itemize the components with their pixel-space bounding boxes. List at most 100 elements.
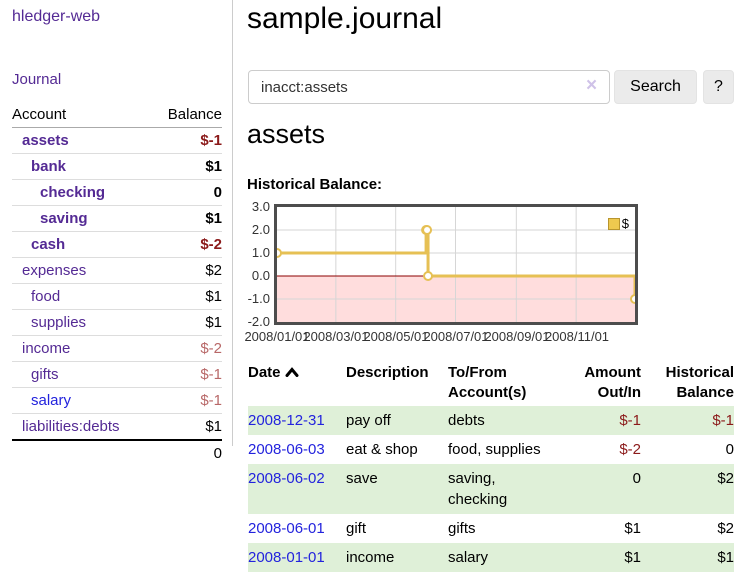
register-row: 2008-06-02 save saving, checking 0 $2: [248, 464, 734, 514]
account-row: bank $1: [12, 153, 222, 180]
y-axis-tick: 2.0: [251, 222, 270, 237]
register-header-description: Description: [346, 364, 429, 381]
chart-canvas: [277, 207, 635, 322]
register-header-row: Date Description To/From Account(s) Amou…: [248, 360, 734, 406]
account-balance: $-2: [151, 231, 222, 258]
account-balance: $1: [151, 283, 222, 310]
transaction-accounts: saving, checking: [448, 464, 551, 514]
sort-ascending-icon: [285, 363, 299, 383]
transaction-date-link[interactable]: 2008-06-01: [248, 520, 325, 537]
account-row: saving $1: [12, 205, 222, 232]
account-row: supplies $1: [12, 309, 222, 336]
account-link-liabilities-debts[interactable]: liabilities:debts: [22, 418, 120, 435]
y-axis-tick: -2.0: [247, 314, 270, 329]
account-link-checking[interactable]: checking: [40, 184, 106, 201]
brand-link[interactable]: hledger-web: [12, 8, 101, 25]
register-header-accounts: To/From Account(s): [448, 364, 527, 401]
account-balance: $1: [151, 205, 222, 232]
account-row: income $-2: [12, 335, 222, 362]
register-row: 2008-06-03 eat & shop food, supplies $-2…: [248, 435, 734, 464]
register-row: 2008-01-01 income salary $1 $1: [248, 543, 734, 572]
x-axis-tick: 2008/05/01: [363, 329, 429, 344]
account-balance: $-1: [151, 127, 222, 154]
account-heading: assets: [247, 119, 326, 149]
account-link-food[interactable]: food: [31, 288, 61, 305]
legend-label: $: [621, 216, 629, 231]
account-row: expenses $2: [12, 257, 222, 284]
clear-search-icon[interactable]: ×: [586, 75, 598, 96]
search-button[interactable]: Search: [614, 70, 697, 104]
sidebar: hledger-web Journal Account Balance asse…: [0, 0, 233, 466]
account-link-assets[interactable]: assets: [22, 132, 69, 149]
account-balance: $-1: [151, 387, 222, 414]
transaction-balance: $-1: [641, 406, 734, 435]
page-title: sample.journal: [247, 2, 443, 35]
account-link-income[interactable]: income: [22, 340, 71, 357]
x-axis-tick: 2008/09/01: [484, 329, 550, 344]
account-link-gifts[interactable]: gifts: [31, 366, 59, 383]
chart-title: Historical Balance:: [247, 176, 383, 193]
register-row: 2008-06-01 gift gifts $1 $2: [248, 514, 734, 543]
account-balance: 0: [151, 179, 222, 206]
x-axis-tick: 2008/01/01: [244, 329, 310, 344]
accounts-table-header: Account Balance: [12, 102, 222, 128]
account-link-saving[interactable]: saving: [40, 210, 88, 227]
transaction-description: gift: [346, 520, 367, 537]
x-axis-tick: 2008/07/01: [423, 329, 489, 344]
accounts-table: Account Balance assets $-1 bank $1 check…: [12, 102, 222, 466]
accounts-header-account: Account: [12, 102, 152, 128]
account-link-supplies[interactable]: supplies: [31, 314, 87, 331]
account-link-expenses[interactable]: expenses: [22, 262, 87, 279]
transaction-date-link[interactable]: 2008-06-02: [248, 470, 325, 487]
x-axis-tick: 2008/03/01: [303, 329, 369, 344]
chart-legend: $: [607, 216, 629, 231]
transaction-date-link[interactable]: 2008-01-01: [248, 549, 325, 566]
transaction-accounts: food, supplies: [448, 441, 541, 458]
transaction-accounts: salary: [448, 543, 551, 572]
y-axis-tick: 0.0: [251, 268, 270, 283]
transaction-description: eat & shop: [346, 441, 418, 458]
register-table: Date Description To/From Account(s) Amou…: [248, 360, 734, 572]
y-axis-tick: 1.0: [251, 245, 270, 260]
transaction-date-link[interactable]: 2008-12-31: [248, 412, 325, 429]
register-row: 2008-12-31 pay off debts $-1 $-1: [248, 406, 734, 435]
account-balance: $-1: [151, 361, 222, 388]
help-button[interactable]: ?: [703, 70, 734, 104]
transaction-amount: $1: [551, 543, 641, 572]
transaction-accounts: debts: [448, 406, 551, 435]
accounts-total-value: 0: [151, 439, 222, 466]
account-row: liabilities:debts $1: [12, 413, 222, 440]
register-header-balance: Historical Balance: [665, 364, 734, 401]
account-balance: $2: [151, 257, 222, 284]
accounts-header-balance: Balance: [151, 102, 222, 128]
account-balance: $1: [151, 309, 222, 336]
transaction-description: save: [346, 464, 448, 514]
register-header-amount: Amount Out/In: [584, 364, 641, 401]
transaction-balance: 0: [725, 441, 734, 458]
transaction-description: pay off: [346, 406, 448, 435]
accounts-total-row: 0: [12, 439, 222, 466]
account-link-cash[interactable]: cash: [31, 236, 66, 253]
account-balance: $-2: [151, 335, 222, 362]
y-axis-tick: -1.0: [247, 291, 270, 306]
account-balance: $1: [151, 413, 222, 440]
account-balance: $1: [151, 153, 222, 180]
legend-swatch-icon: [607, 217, 620, 230]
transaction-amount: 0: [551, 464, 641, 514]
transaction-amount: $1: [624, 520, 641, 537]
search-input[interactable]: [248, 70, 610, 104]
x-axis-tick: 2008/11/01: [544, 329, 610, 344]
y-axis-tick: 3.0: [251, 199, 270, 214]
register-header-date[interactable]: Date: [248, 360, 346, 406]
account-row: cash $-2: [12, 231, 222, 258]
transaction-balance: $1: [641, 543, 734, 572]
account-link-salary[interactable]: salary: [31, 392, 72, 409]
transaction-date-link[interactable]: 2008-06-03: [248, 441, 325, 458]
transaction-description: income: [346, 543, 448, 572]
account-row: salary $-1: [12, 387, 222, 414]
account-row: food $1: [12, 283, 222, 310]
sidebar-item-journal[interactable]: Journal: [12, 71, 62, 88]
transaction-accounts: gifts: [448, 520, 476, 537]
historical-balance-chart[interactable]: $: [274, 204, 638, 325]
account-link-bank[interactable]: bank: [31, 158, 67, 175]
